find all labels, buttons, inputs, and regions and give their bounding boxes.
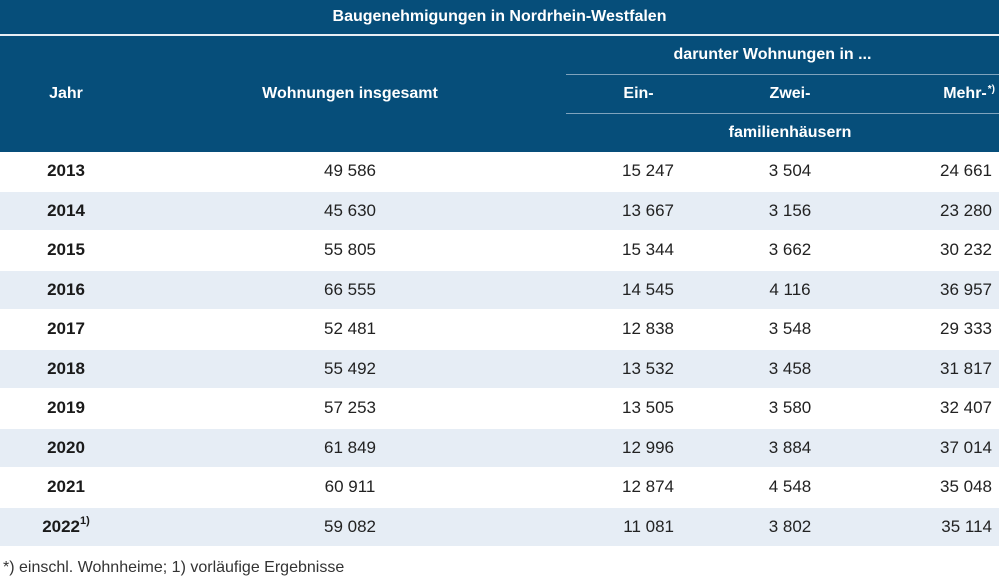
header-wohnungen-insgesamt: Wohnungen insgesamt: [262, 85, 438, 102]
cell-jahr: 2019: [0, 389, 132, 428]
cell-jahr: 2017: [0, 310, 132, 349]
cell-jahr: 2021: [0, 468, 132, 507]
year-label: 2018: [47, 358, 85, 378]
table-row: 2019 57 253 13 505 3 580 32 407: [0, 389, 999, 429]
cell-zwei: 3 802: [768, 516, 812, 536]
header-zwei: Zwei-: [769, 85, 811, 102]
cell-insgesamt: 45 630: [324, 200, 376, 220]
table-row: 2018 55 492 13 532 3 458 31 817: [0, 349, 999, 389]
header-divider: [566, 74, 999, 75]
table-row: 2015 55 805 15 344 3 662 30 232: [0, 231, 999, 271]
cell-jahr: 2013: [0, 152, 132, 191]
cell-ein: 13 505: [622, 398, 674, 418]
cell-mehr: 36 957: [940, 279, 992, 299]
cell-zwei: 3 458: [768, 358, 812, 378]
year-label: 2013: [47, 161, 85, 181]
cell-ein: 15 247: [622, 161, 674, 181]
cell-insgesamt: 57 253: [324, 398, 376, 418]
cell-mehr: 35 114: [941, 516, 992, 536]
cell-insgesamt: 55 492: [324, 358, 376, 378]
cell-mehr: 32 407: [940, 398, 992, 418]
cell-ein: 13 667: [622, 200, 674, 220]
cell-jahr: 2020: [0, 429, 132, 468]
cell-insgesamt: 59 082: [324, 516, 376, 536]
table-row: 2014 45 630 13 667 3 156 23 280: [0, 191, 999, 231]
year-label: 2017: [47, 319, 85, 339]
cell-insgesamt: 60 911: [324, 477, 376, 497]
cell-ein: 12 838: [622, 319, 674, 339]
cell-zwei: 3 662: [768, 240, 812, 260]
table-row: 2017 52 481 12 838 3 548 29 333: [0, 310, 999, 350]
cell-insgesamt: 49 586: [324, 161, 376, 181]
table-title: Baugenehmigungen in Nordrhein-Westfalen: [0, 0, 999, 34]
year-label: 2022: [42, 516, 81, 536]
cell-mehr: 30 232: [940, 240, 992, 260]
table-row: 2013 49 586 15 247 3 504 24 661: [0, 152, 999, 192]
cell-ein: 12 996: [622, 437, 674, 457]
title-divider: [0, 34, 999, 36]
header-familienhaeusern: familienhäusern: [728, 124, 852, 141]
cell-jahr: 2015: [0, 231, 132, 270]
cell-ein: 13 532: [622, 358, 674, 378]
table-body: 2013 49 586 15 247 3 504 24 661 2014 45 630 13 …: [0, 152, 999, 547]
cell-insgesamt: 61 849: [324, 437, 376, 457]
cell-insgesamt: 52 481: [324, 319, 376, 339]
table-row: 2021 60 911 12 874 4 548 35 048: [0, 468, 999, 508]
year-label: 2015: [47, 240, 85, 260]
header-mehr-footnote-mark: *): [987, 83, 995, 95]
header-ein: Ein-: [623, 85, 654, 102]
cell-ein: 11 081: [623, 516, 674, 536]
year-footnote-mark: 1): [80, 514, 90, 527]
cell-mehr: 37 014: [940, 437, 992, 457]
table-row: 2016 66 555 14 545 4 116 36 957: [0, 270, 999, 310]
table-header: Jahr Wohnungen insgesamt darunter Wohnun…: [0, 36, 999, 152]
cell-jahr: 2022 1): [0, 508, 132, 547]
cell-zwei: 3 548: [768, 319, 812, 339]
cell-ein: 12 874: [622, 477, 674, 497]
cell-jahr: 2014: [0, 192, 132, 231]
cell-zwei: 3 580: [768, 398, 812, 418]
header-mehr: Mehr- *): [869, 75, 999, 113]
cell-zwei: 3 884: [768, 437, 812, 457]
cell-zwei: 3 504: [768, 161, 812, 181]
cell-jahr: 2016: [0, 271, 132, 310]
header-mehr-label: Mehr-: [943, 85, 987, 102]
cell-mehr: 31 817: [940, 358, 992, 378]
cell-ein: 14 545: [622, 279, 674, 299]
cell-ein: 15 344: [622, 240, 674, 260]
year-label: 2021: [47, 477, 85, 497]
table-row: 2020 61 849 12 996 3 884 37 014: [0, 428, 999, 468]
table-row: 2022 1) 59 082 11 081 3 802 35 114: [0, 507, 999, 547]
cell-mehr: 29 333: [940, 319, 992, 339]
footnote: *) einschl. Wohnheime; 1) vorläufige Erg…: [3, 559, 345, 576]
cell-mehr: 35 048: [940, 477, 992, 497]
cell-zwei: 4 116: [769, 279, 811, 299]
year-label: 2019: [47, 398, 85, 418]
year-label: 2014: [47, 200, 85, 220]
header-divider: [566, 113, 999, 114]
year-label: 2020: [47, 437, 85, 457]
header-jahr: Jahr: [49, 85, 83, 102]
cell-mehr: 24 661: [940, 161, 992, 181]
cell-insgesamt: 55 805: [324, 240, 376, 260]
cell-zwei: 4 548: [768, 477, 812, 497]
cell-jahr: 2018: [0, 350, 132, 389]
header-darunter: darunter Wohnungen in ...: [673, 46, 872, 63]
cell-insgesamt: 66 555: [324, 279, 376, 299]
cell-mehr: 23 280: [940, 200, 992, 220]
year-label: 2016: [47, 279, 85, 299]
cell-zwei: 3 156: [768, 200, 812, 220]
